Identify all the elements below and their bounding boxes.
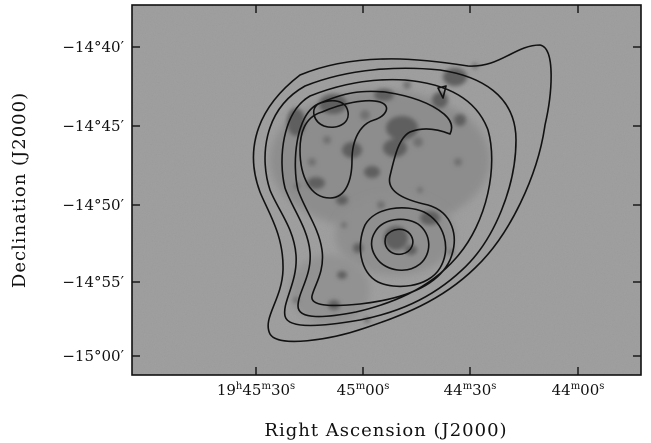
x-tick-labels: 19h45m30s 45m00s 44m30s 44m00s xyxy=(217,381,605,399)
contour-level-3 xyxy=(281,78,493,318)
tick-marks xyxy=(132,5,641,375)
x-axis-title: Right Ascension (J2000) xyxy=(264,420,507,441)
x-tick-label: 19h45m30s xyxy=(217,381,295,399)
contour-level-5b xyxy=(359,207,447,288)
plot-frame xyxy=(131,4,642,376)
contour-lines xyxy=(252,44,552,343)
contour-level-2 xyxy=(264,67,517,327)
contour-level-4 xyxy=(294,90,455,307)
contour-level-5a xyxy=(299,99,388,199)
x-tick-label: 45m00s xyxy=(337,381,390,399)
y-tick-labels: −14°40′ −14°45′ −14°50′ −14°55′ −15°00′ xyxy=(62,38,124,365)
contour-level-7 xyxy=(384,228,414,256)
x-tick-label: 44m00s xyxy=(552,381,605,399)
optical-image xyxy=(132,5,641,375)
y-tick-label: −14°55′ xyxy=(62,273,124,291)
y-tick-label: −14°45′ xyxy=(62,117,124,135)
contour-level-6a xyxy=(312,99,349,128)
y-tick-label: −14°40′ xyxy=(62,38,124,56)
contour-level-8 xyxy=(437,85,447,99)
x-tick-label: 44m30s xyxy=(444,381,497,399)
y-tick-label: −14°50′ xyxy=(62,196,124,214)
contour-level-6b xyxy=(370,218,430,272)
y-axis-title: Declination (J2000) xyxy=(9,92,30,288)
y-tick-label: −15°00′ xyxy=(62,347,124,365)
contour-level-1 xyxy=(252,44,552,343)
